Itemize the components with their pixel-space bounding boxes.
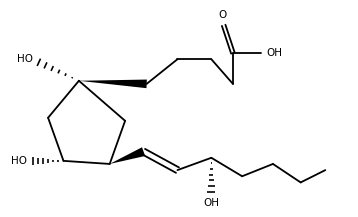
Text: OH: OH <box>267 48 283 58</box>
Text: O: O <box>218 10 226 20</box>
Text: HO: HO <box>11 156 27 166</box>
Text: OH: OH <box>203 198 219 209</box>
Text: HO: HO <box>17 54 33 64</box>
Polygon shape <box>79 80 147 88</box>
Polygon shape <box>110 147 145 164</box>
